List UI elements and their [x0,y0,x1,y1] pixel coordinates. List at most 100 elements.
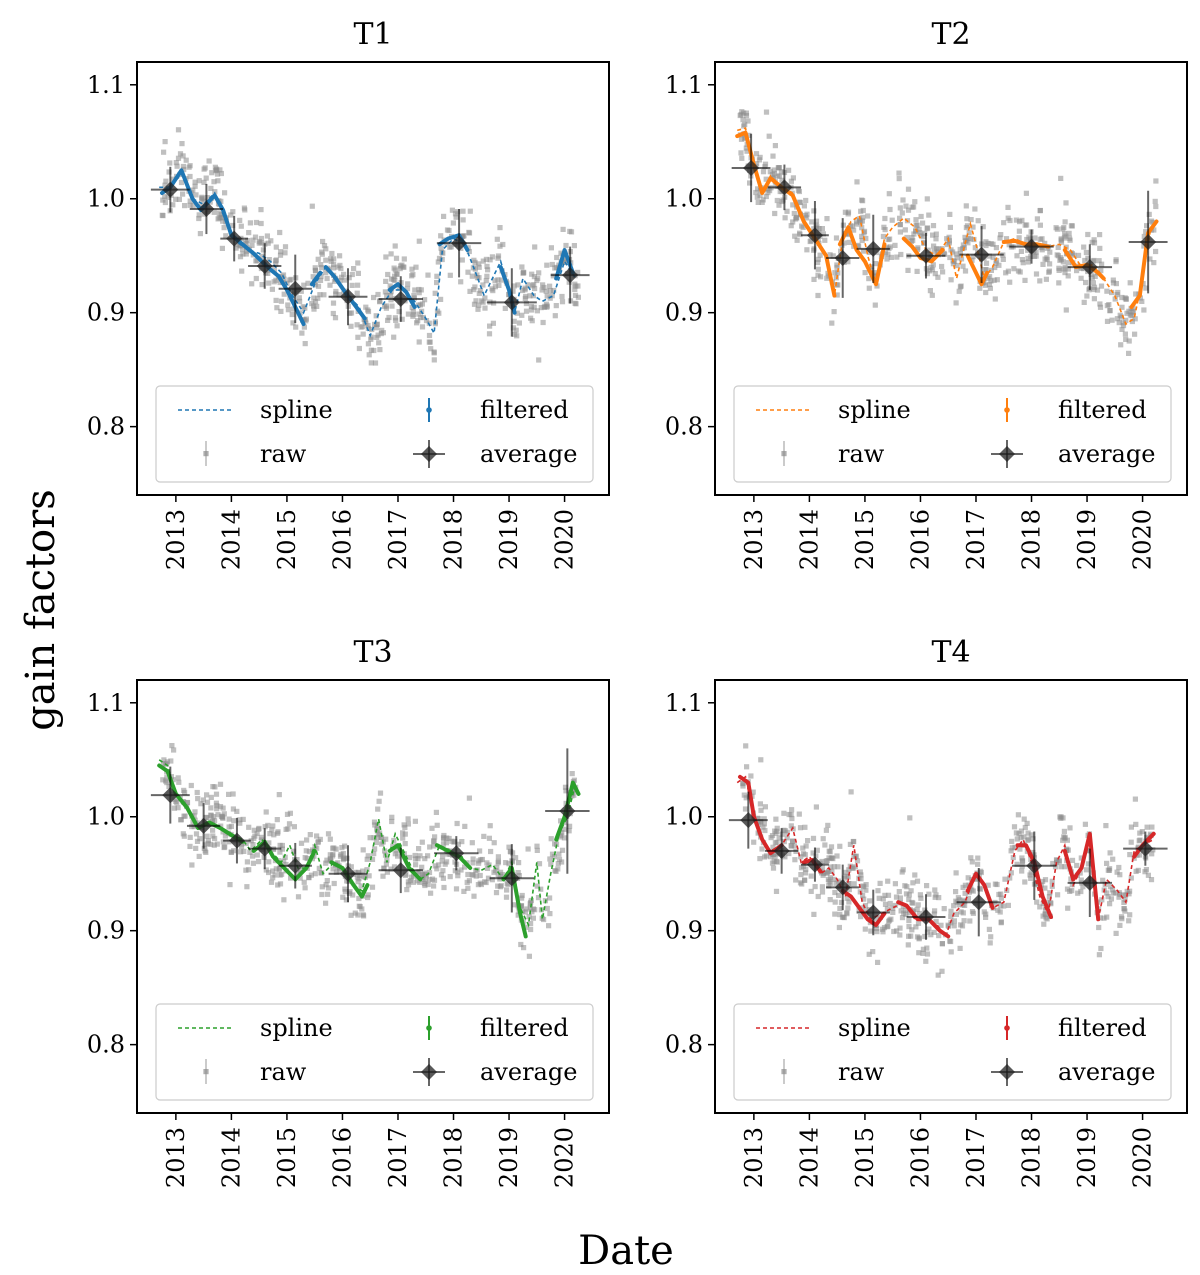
raw-point [546,923,552,929]
raw-point [494,864,500,870]
raw-point [495,883,501,889]
raw-point [325,891,331,897]
raw-point [955,929,962,935]
raw-point [1128,824,1134,830]
raw-point [982,267,988,273]
raw-point [412,287,418,293]
raw-point [522,287,528,293]
raw-point [1091,286,1097,293]
raw-point [797,825,804,831]
raw-point [958,256,965,262]
raw-point [327,852,333,858]
raw-point [187,834,193,840]
raw-point [846,881,852,887]
raw-point [1124,310,1130,316]
raw-point [1056,280,1062,286]
raw-point [516,860,522,866]
raw-point [493,868,499,874]
raw-point [175,805,181,811]
raw-point [214,841,220,847]
filtered-segment [501,866,528,939]
raw-point [954,262,960,269]
raw-point [970,254,976,260]
raw-point [470,856,476,862]
raw-point [1150,219,1156,226]
raw-point [958,922,964,928]
raw-point [221,844,227,851]
raw-point [425,272,431,278]
raw-point [790,219,796,225]
raw-point [387,283,393,289]
raw-point [859,218,865,224]
raw-point [504,887,510,893]
raw-point [249,242,255,248]
raw-point [1091,296,1097,302]
raw-point [277,881,284,887]
raw-point [419,324,426,330]
raw-point [924,271,930,277]
raw-point [389,818,395,825]
raw-point [1130,308,1136,315]
raw-point [1069,251,1075,257]
raw-series [160,743,579,959]
raw-point [372,321,378,327]
raw-point [539,287,545,293]
raw-point [825,822,831,828]
raw-point [211,842,217,848]
raw-point [428,890,434,896]
raw-point [196,215,202,222]
raw-point [941,250,947,256]
raw-point [426,877,432,883]
raw-point [162,139,168,145]
raw-point [356,876,362,882]
raw-point [396,309,402,315]
raw-point [1097,915,1103,921]
raw-point [556,851,562,857]
raw-point [776,835,782,841]
raw-point [330,310,336,317]
raw-point [521,269,527,275]
raw-point [1149,851,1155,857]
raw-point [572,292,579,298]
raw-point [374,334,380,340]
raw-point [988,934,994,940]
raw-point [986,926,992,932]
raw-point [1039,236,1045,242]
average-point [767,164,802,211]
raw-point [830,253,836,259]
raw-point [434,279,440,286]
raw-point [915,902,921,908]
raw-point [939,968,945,974]
raw-point [427,844,433,850]
raw-point [1147,256,1153,262]
raw-point [390,843,396,849]
raw-point [1009,845,1015,851]
raw-point [1025,830,1031,836]
raw-point [372,360,379,366]
raw-point [422,297,428,303]
raw-point [477,872,483,879]
raw-point [897,205,903,211]
raw-point [1123,317,1129,323]
raw-point [1007,875,1013,881]
raw-point [341,271,347,277]
raw-point [247,220,253,226]
raw-point [950,249,956,255]
raw-point [544,905,550,912]
raw-point [745,118,751,124]
raw-point [1065,273,1071,279]
average-point [959,226,1004,284]
raw-point [332,315,339,321]
raw-point [393,255,400,261]
raw-point [1007,279,1013,285]
raw-point [176,196,182,202]
raw-point [302,341,308,347]
raw-point [190,203,196,209]
raw-point [273,261,279,267]
raw-point [244,859,250,865]
average-point [545,748,590,874]
raw-point [865,213,871,219]
raw-point [935,972,941,978]
raw-point [311,303,317,309]
raw-point [993,245,999,251]
